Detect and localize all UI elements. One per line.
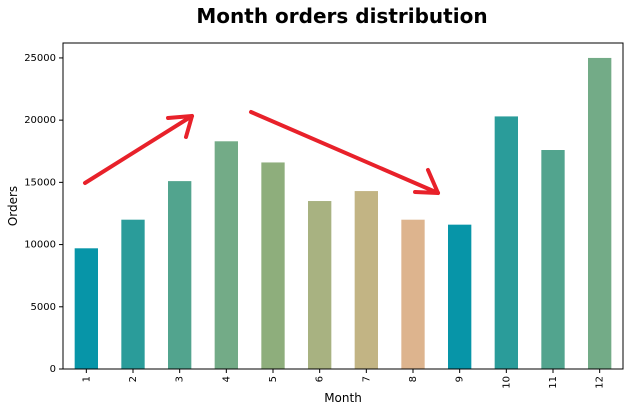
x-axis-ticks: 1 2 3 4 5 6 7 8 9 10 11 12 (81, 369, 606, 389)
y-tick-label: 25000 (24, 53, 56, 64)
x-tick-label: 7 (361, 376, 372, 382)
x-tick-label: 1 (81, 376, 92, 382)
bar-month-12 (588, 57, 612, 369)
x-axis-label: Month (324, 391, 362, 405)
x-tick-label: 3 (175, 376, 186, 382)
up-arrow-head (166, 114, 194, 139)
bar-month-1 (74, 248, 98, 369)
y-tick-label: 10000 (24, 240, 56, 251)
bar-month-4 (214, 141, 238, 369)
x-tick-label: 6 (315, 376, 326, 382)
bar-month-8 (401, 219, 425, 369)
down-arrow-shaft (249, 110, 440, 195)
y-axis-label: Orders (6, 186, 20, 226)
down-arrow-head (413, 168, 440, 195)
bar-month-9 (448, 224, 472, 369)
bars-group (74, 57, 612, 369)
y-tick-label: 5000 (31, 302, 56, 313)
x-tick-label: 2 (128, 376, 139, 382)
x-tick-label: 11 (548, 376, 559, 389)
bar-month-5 (261, 162, 285, 369)
y-tick-label: 0 (50, 364, 56, 375)
up-arrow-shaft (83, 114, 194, 185)
x-tick-label: 12 (595, 376, 606, 389)
y-tick-label: 15000 (24, 177, 56, 188)
bar-month-2 (121, 219, 145, 369)
bar-month-7 (354, 191, 378, 369)
annotation-arrows (83, 110, 440, 195)
bar-month-10 (494, 116, 518, 369)
x-tick-label: 8 (408, 376, 419, 382)
x-tick-label: 9 (455, 376, 466, 382)
x-tick-label: 10 (501, 376, 512, 389)
bar-month-6 (308, 201, 332, 369)
plot-frame (62, 42, 624, 370)
bar-month-3 (168, 181, 192, 369)
bar-month-11 (541, 150, 565, 369)
x-tick-label: 4 (221, 376, 232, 382)
y-axis-ticks: 0 5000 10000 15000 20000 25000 (24, 53, 63, 375)
chart-title: Month orders distribution (196, 4, 488, 28)
y-tick-label: 20000 (24, 115, 56, 126)
x-tick-label: 5 (268, 376, 279, 382)
